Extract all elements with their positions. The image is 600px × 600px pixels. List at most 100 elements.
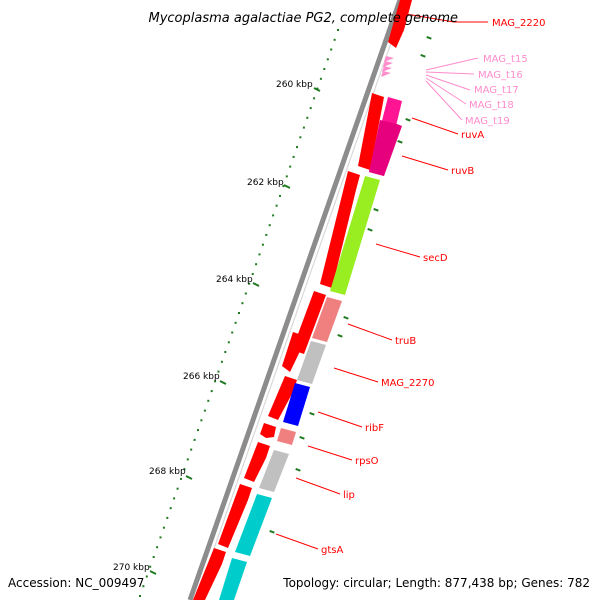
trna-mark [382, 66, 392, 72]
genome-summary-text: Topology: circular; Length: 877,438 bp; … [282, 576, 590, 590]
minor-tick [156, 546, 159, 549]
kbp-tick-262: 262 kbp [247, 178, 291, 189]
genome-backbone-outer [187, 0, 403, 600]
gene-secD [330, 176, 380, 295]
minor-tick [251, 273, 254, 275]
outer-cds-track [193, 0, 412, 600]
minor-tick [169, 507, 172, 510]
minor-tick [330, 48, 333, 51]
minor-tick [313, 97, 316, 100]
minor-tick [285, 175, 288, 178]
minor-tick [217, 370, 220, 373]
minor-tick [142, 585, 145, 588]
gene-gtsA [235, 494, 272, 556]
minor-tick [326, 58, 329, 61]
gene-label-truB[interactable]: truB [395, 336, 416, 347]
kbp-tick-270: 270 kbp [113, 563, 157, 575]
kbp-label: 268 kbp [149, 467, 186, 477]
kbp-label: 264 kbp [216, 275, 253, 285]
inner-tick [309, 411, 315, 416]
inner-tick [295, 468, 301, 472]
gene-truB [312, 297, 342, 342]
gene-label-rpsO[interactable]: rpsO [355, 456, 379, 467]
minor-tick [333, 38, 336, 41]
minor-tick [319, 77, 322, 80]
trna-mark [384, 56, 394, 62]
gene-label-secD[interactable]: secD [423, 253, 448, 264]
minor-tick [186, 458, 189, 461]
kbp-label: 262 kbp [247, 178, 284, 188]
gene-label-MAG_t15[interactable]: MAG_t15 [483, 54, 528, 65]
minor-tick [203, 409, 206, 412]
gene-label-MAG_t16[interactable]: MAG_t16 [478, 70, 523, 81]
trna-cluster [381, 56, 394, 77]
minor-tick [282, 185, 285, 188]
minor-tick [180, 477, 182, 480]
inner-tick [397, 140, 403, 144]
gene-label-ribF[interactable]: ribF [365, 423, 384, 434]
minor-tick [261, 243, 264, 246]
gene-ribF [283, 383, 310, 426]
minor-tick [166, 516, 169, 519]
inner-tick [269, 530, 275, 534]
gene-lip [259, 450, 289, 492]
inner-tick [299, 436, 305, 440]
minor-tick [238, 312, 240, 314]
minor-tick [224, 351, 227, 353]
minor-tick [176, 487, 179, 490]
kbp-label: 260 kbp [276, 80, 313, 90]
kbp-tick-260: 260 kbp [276, 80, 321, 92]
minor-tick [292, 155, 295, 158]
cds-arrow [320, 171, 360, 288]
minor-tick [149, 565, 152, 568]
gene-label-ruvA[interactable]: ruvA [461, 130, 484, 141]
minor-tick [197, 429, 199, 432]
gene-labels: MAG_2220 MAG_t15 MAG_t16 MAG_t17 MAG_t18… [321, 18, 546, 556]
minor-tick [173, 497, 176, 500]
minor-tick [152, 556, 155, 558]
cds-arrow [268, 376, 297, 420]
cds-arrow [388, 0, 412, 48]
minor-tick [231, 331, 234, 334]
minor-tick [296, 146, 298, 149]
kbp-tick-264: 264 kbp [216, 275, 260, 287]
minor-tick [193, 438, 196, 441]
genome-backbone-inner [195, 0, 407, 600]
cds-arrow [244, 442, 270, 482]
gene-label-ruvB[interactable]: ruvB [451, 166, 474, 177]
minor-tick [220, 360, 223, 363]
gene-label-MAG_t19[interactable]: MAG_t19 [465, 116, 510, 127]
minor-tick [244, 292, 247, 295]
minor-tick [145, 575, 148, 578]
gene-label-MAG_t17[interactable]: MAG_t17 [474, 85, 519, 96]
minor-tick [159, 536, 162, 539]
minor-tick [183, 468, 186, 471]
minor-tick [258, 253, 261, 256]
inner-tick [337, 334, 343, 338]
inner-tick [367, 228, 373, 232]
minor-tick [214, 380, 217, 383]
gene-gtsA-next [219, 558, 247, 600]
minor-tick [306, 116, 309, 119]
minor-tick [227, 341, 230, 344]
kbp-label: 266 kbp [183, 372, 220, 382]
gene-label-gtsA[interactable]: gtsA [321, 545, 343, 556]
minor-tick [299, 136, 302, 139]
gene-rpsO [277, 428, 296, 445]
cds-arrow [260, 423, 276, 438]
gene-label-MAG_2220[interactable]: MAG_2220 [492, 18, 546, 29]
gene-label-MAG_2270[interactable]: MAG_2270 [381, 378, 435, 389]
gene-label-lip[interactable]: lip [343, 490, 355, 501]
gene-ruvB [369, 120, 402, 176]
inner-gene-track [219, 97, 402, 600]
minor-tick [162, 526, 165, 529]
cds-arrow [193, 548, 226, 600]
minor-tick [272, 214, 275, 217]
cds-arrow [358, 93, 384, 170]
gene-label-MAG_t18[interactable]: MAG_t18 [469, 100, 514, 111]
minor-tick [207, 399, 210, 402]
minor-tick [289, 165, 292, 168]
minor-tick [275, 204, 278, 207]
label-leaders [275, 13, 488, 550]
